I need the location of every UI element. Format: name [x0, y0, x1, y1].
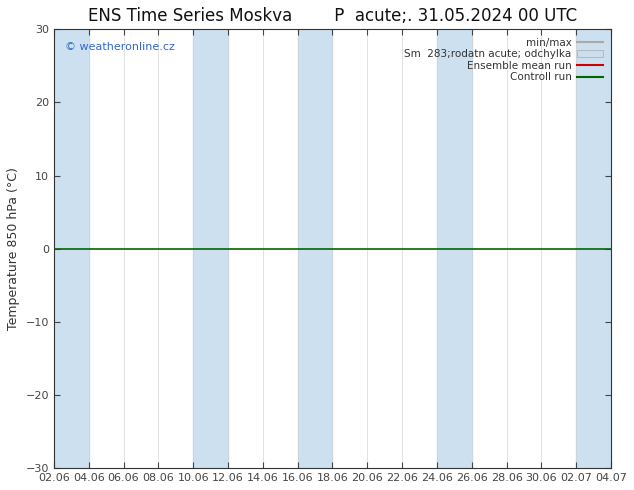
Bar: [54, 29, 89, 468]
Text: © weatheronline.cz: © weatheronline.cz: [65, 43, 175, 52]
Y-axis label: Temperature 850 hPa (°C): Temperature 850 hPa (°C): [7, 167, 20, 330]
Title: ENS Time Series Moskva        P  acute;. 31.05.2024 00 UTC: ENS Time Series Moskva P acute;. 31.05.2…: [88, 7, 577, 25]
Bar: [576, 29, 611, 468]
Bar: [193, 29, 228, 468]
Bar: [437, 29, 472, 468]
Legend: min/max, Sm  283;rodatn acute; odchylka, Ensemble mean run, Controll run: min/max, Sm 283;rodatn acute; odchylka, …: [401, 34, 606, 85]
Bar: [297, 29, 332, 468]
